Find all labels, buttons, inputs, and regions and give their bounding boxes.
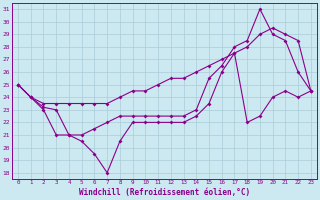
X-axis label: Windchill (Refroidissement éolien,°C): Windchill (Refroidissement éolien,°C)	[79, 188, 250, 197]
